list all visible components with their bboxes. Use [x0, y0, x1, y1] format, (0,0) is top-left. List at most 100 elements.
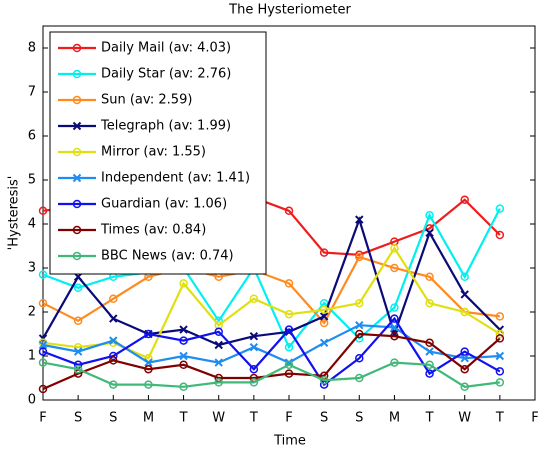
- y-tick-label: 5: [28, 173, 36, 188]
- marker: [249, 331, 259, 341]
- marker: [72, 121, 82, 131]
- series-line: [42, 216, 501, 347]
- chart-title: The Hysteriometer: [228, 3, 351, 18]
- y-tick-label: 0: [28, 393, 36, 408]
- y-tick-label: 3: [28, 261, 36, 276]
- marker: [390, 263, 399, 273]
- series-line: [42, 361, 500, 388]
- y-tick-label: 2: [28, 305, 36, 320]
- marker: [495, 230, 505, 240]
- marker: [425, 210, 434, 220]
- legend-label: Times (av: 0.84): [100, 223, 206, 238]
- marker: [144, 329, 153, 339]
- marker: [72, 43, 82, 53]
- marker: [249, 294, 259, 304]
- marker: [72, 95, 82, 105]
- marker: [284, 206, 294, 216]
- marker: [72, 69, 82, 79]
- marker: [355, 252, 364, 262]
- marker: [460, 353, 469, 363]
- marker: [109, 314, 118, 323]
- x-tick-label: S: [320, 411, 328, 426]
- marker: [495, 204, 505, 213]
- marker: [319, 375, 329, 385]
- marker: [214, 358, 223, 367]
- marker: [460, 272, 469, 282]
- x-tick-label: S: [109, 411, 117, 426]
- x-tick-label: W: [212, 411, 225, 426]
- marker: [73, 316, 83, 326]
- marker: [179, 325, 188, 334]
- x-tick-label: M: [389, 411, 400, 426]
- x-tick-label: F: [285, 411, 292, 426]
- marker: [319, 312, 329, 321]
- marker: [38, 298, 48, 308]
- marker: [72, 251, 82, 261]
- x-tick-label: T: [495, 411, 504, 426]
- marker: [460, 290, 469, 299]
- x-tick-label: M: [143, 411, 154, 426]
- legend-label: Sun (av: 2.59): [101, 93, 192, 108]
- marker: [214, 340, 223, 350]
- marker: [390, 314, 399, 323]
- marker: [73, 347, 83, 356]
- marker: [390, 323, 399, 332]
- x-tick-label: T: [425, 411, 434, 426]
- marker: [38, 270, 48, 279]
- x-tick-label: W: [458, 411, 471, 426]
- marker: [460, 382, 469, 392]
- marker: [179, 279, 188, 288]
- legend-label: Guardian (av: 1.06): [101, 197, 227, 212]
- marker: [38, 384, 48, 394]
- marker: [355, 298, 364, 308]
- marker: [390, 331, 399, 341]
- marker: [460, 347, 469, 356]
- y-tick-label: 4: [28, 217, 36, 232]
- marker: [284, 360, 294, 370]
- marker: [72, 147, 82, 157]
- marker: [284, 325, 294, 334]
- marker: [495, 334, 505, 343]
- legend-label: Mirror (av: 1.55): [101, 145, 206, 160]
- marker: [319, 338, 329, 348]
- x-tick-label: T: [179, 411, 188, 426]
- y-tick-label: 7: [28, 85, 36, 100]
- marker: [214, 327, 223, 337]
- marker: [355, 329, 364, 339]
- marker: [179, 351, 188, 361]
- marker: [144, 380, 153, 389]
- x-tick-label: S: [74, 411, 82, 426]
- x-tick-label: F: [531, 411, 538, 426]
- marker: [390, 303, 399, 312]
- marker: [425, 347, 434, 356]
- marker: [249, 378, 259, 387]
- x-tick-label: S: [355, 411, 363, 426]
- marker: [355, 373, 364, 383]
- legend-label: Independent (av: 1.41): [101, 171, 250, 186]
- marker: [179, 360, 188, 370]
- x-axis-label: Time: [273, 434, 306, 449]
- marker: [355, 320, 364, 330]
- marker: [319, 318, 329, 328]
- marker: [144, 364, 153, 374]
- series-line: [42, 255, 500, 325]
- marker: [390, 243, 399, 253]
- marker: [109, 294, 118, 304]
- marker: [355, 215, 364, 224]
- marker: [109, 380, 118, 389]
- legend-label: Daily Mail (av: 4.03): [101, 41, 231, 56]
- marker: [38, 206, 48, 216]
- marker: [38, 340, 48, 350]
- marker: [73, 283, 83, 293]
- y-tick-label: 1: [28, 349, 36, 364]
- marker: [425, 228, 434, 238]
- legend-label: Daily Star (av: 2.76): [101, 67, 231, 82]
- marker: [179, 382, 188, 392]
- marker: [425, 338, 434, 348]
- marker: [38, 347, 48, 356]
- marker: [284, 342, 294, 352]
- x-tick-label: T: [249, 411, 258, 426]
- marker: [460, 307, 469, 317]
